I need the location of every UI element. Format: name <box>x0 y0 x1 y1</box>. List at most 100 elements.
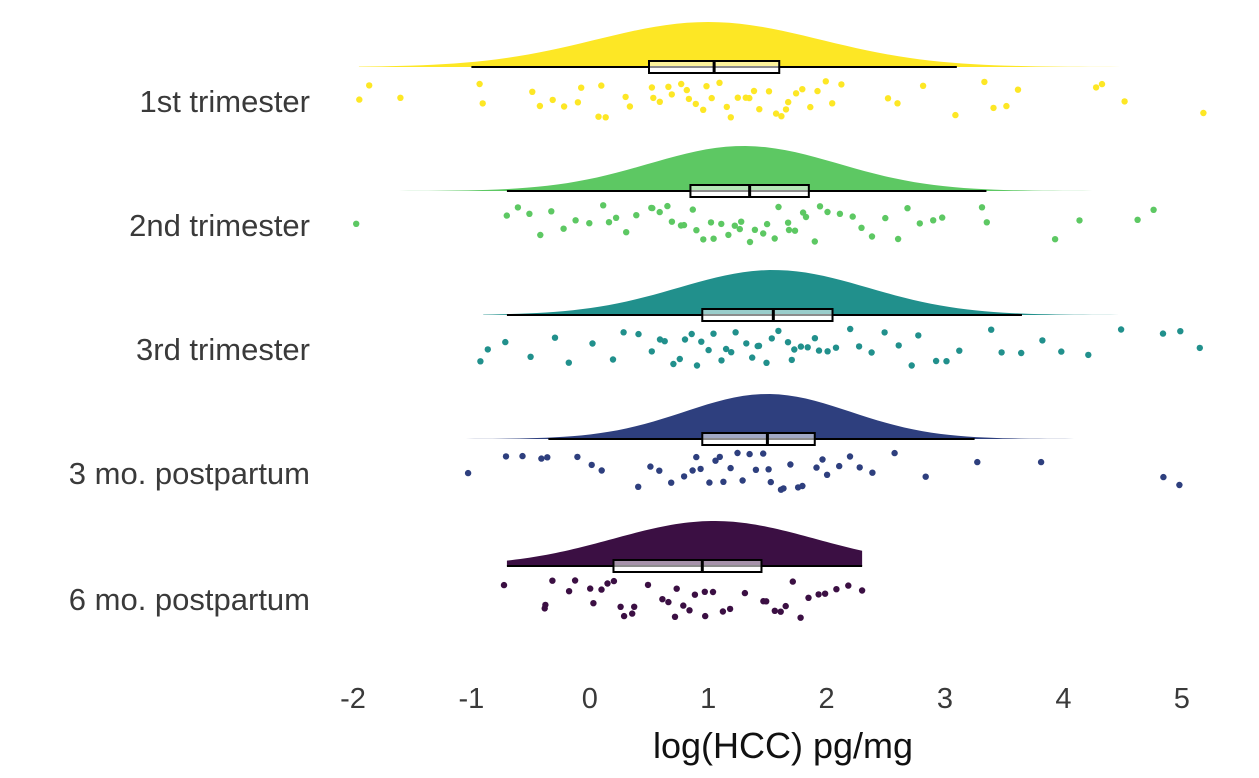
data-point <box>519 452 526 460</box>
data-point <box>743 340 750 347</box>
data-point <box>932 357 940 365</box>
data-point <box>622 93 629 101</box>
data-point <box>836 210 844 217</box>
data-point <box>756 106 763 113</box>
data-point <box>728 349 735 356</box>
data-point <box>723 103 730 111</box>
data-point <box>791 227 799 234</box>
data-point <box>919 82 927 90</box>
data-point <box>689 206 696 213</box>
data-point <box>956 347 963 354</box>
data-point <box>811 238 818 245</box>
data-point <box>895 342 902 349</box>
data-point <box>697 465 704 473</box>
data-point <box>648 348 655 355</box>
series-6-mo-postpartum <box>500 521 866 621</box>
data-point <box>904 205 911 212</box>
data-point <box>791 346 798 353</box>
data-point <box>631 603 638 610</box>
data-point <box>1076 217 1083 224</box>
data-point <box>785 226 793 234</box>
data-point <box>683 86 690 94</box>
data-point <box>856 464 863 471</box>
data-point <box>686 607 693 614</box>
category-label: 3 mo. postpartum <box>69 456 310 491</box>
density-cloud <box>465 394 1182 439</box>
data-point <box>891 449 898 457</box>
data-point <box>574 453 581 461</box>
data-point <box>680 221 688 229</box>
data-point <box>824 208 831 216</box>
data-point <box>823 471 831 478</box>
data-point <box>656 467 663 474</box>
data-point <box>974 458 981 466</box>
data-point <box>780 485 787 492</box>
data-point <box>807 103 814 111</box>
data-point <box>1058 348 1065 355</box>
data-point <box>811 335 819 342</box>
data-point <box>739 477 746 484</box>
data-point <box>560 225 567 232</box>
data-point <box>502 453 510 460</box>
data-point <box>587 585 594 592</box>
data-point <box>736 225 743 233</box>
data-point <box>746 450 753 458</box>
data-point <box>771 235 778 242</box>
data-point <box>815 347 823 354</box>
data-point <box>542 601 549 609</box>
data-point <box>916 220 923 227</box>
density-cloud <box>483 270 1200 315</box>
data-point <box>716 453 723 461</box>
data-point <box>623 229 630 236</box>
data-point <box>751 226 759 233</box>
data-point <box>829 100 836 107</box>
data-point <box>789 578 796 585</box>
data-point <box>731 222 738 229</box>
data-point <box>836 462 843 470</box>
data-point <box>548 208 555 215</box>
data-point <box>659 596 666 603</box>
data-point <box>846 453 854 460</box>
data-point <box>356 96 363 103</box>
data-point <box>503 212 510 219</box>
density-cloud <box>506 521 863 566</box>
data-point <box>802 213 810 221</box>
data-point <box>725 231 732 239</box>
x-tick-label: 2 <box>819 683 835 715</box>
data-point <box>700 106 707 114</box>
data-point <box>633 212 640 219</box>
data-point <box>586 220 593 227</box>
data-point <box>882 214 889 222</box>
data-point <box>538 455 545 462</box>
data-point <box>988 326 995 333</box>
data-point <box>763 359 770 366</box>
data-point <box>477 358 484 365</box>
data-point <box>665 598 672 606</box>
data-point <box>815 591 822 598</box>
data-point <box>537 231 544 239</box>
data-point <box>1134 216 1141 223</box>
x-tick-label: -1 <box>459 683 485 715</box>
data-point <box>703 83 710 90</box>
data-point <box>476 80 483 88</box>
x-tick-label: 1 <box>700 683 716 715</box>
category-label: 1st trimester <box>139 84 310 119</box>
data-point <box>464 469 472 477</box>
data-point <box>1177 328 1184 335</box>
data-point <box>1014 86 1022 93</box>
data-point <box>760 230 767 237</box>
data-point <box>845 582 852 589</box>
data-point <box>609 356 617 363</box>
data-point <box>884 95 892 102</box>
data-point <box>822 78 829 85</box>
data-point <box>1018 349 1025 357</box>
data-point <box>692 100 699 108</box>
data-point <box>1160 473 1167 481</box>
data-point <box>656 98 663 106</box>
data-point <box>788 356 795 364</box>
data-point <box>598 586 605 593</box>
category-label: 6 mo. postpartum <box>69 582 310 617</box>
data-point <box>1117 326 1125 333</box>
data-point <box>813 464 820 471</box>
data-point <box>732 329 739 336</box>
